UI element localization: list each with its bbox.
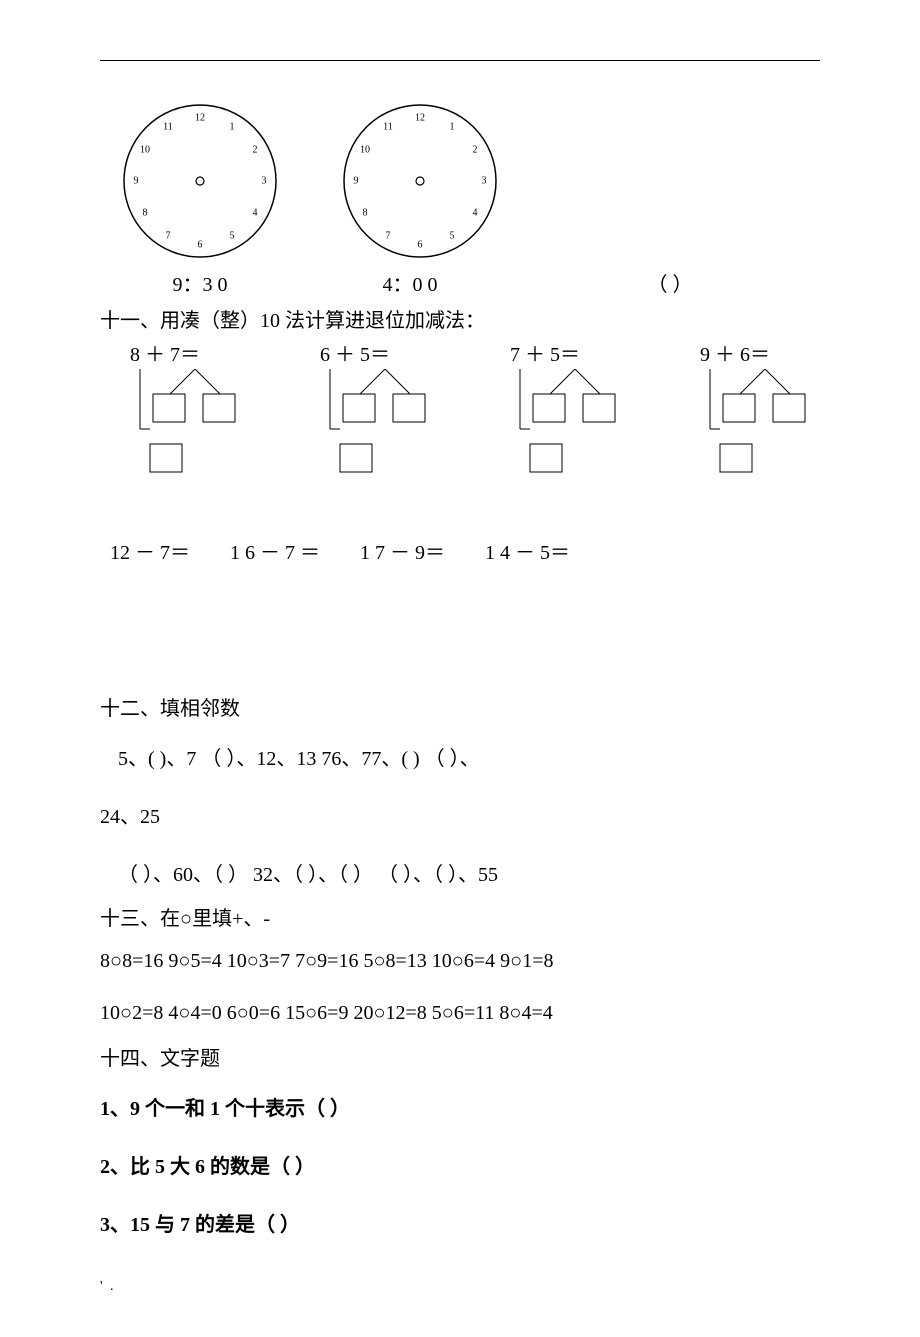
section-11-subtractions: 12 － 7＝ 1 6 － 7 ＝ 1 7 － 9＝ 1 4 － 5＝ [110, 539, 820, 567]
s11-sub-3: 1 7 － 9＝ [360, 539, 445, 567]
section-14-title: 十四、文字题 [100, 1045, 820, 1073]
worksheet-page: 12 1 2 3 4 5 6 7 8 9 10 11 [0, 0, 920, 1337]
s11-expr-4: 9 ＋ 6＝ [700, 341, 840, 369]
svg-text:4: 4 [473, 207, 478, 218]
top-rule [100, 60, 820, 61]
section-12-line1: 5、( )、7 （ ）、12、13 76、77、( ) （ ）、 [118, 737, 820, 781]
clocks-row: 12 1 2 3 4 5 6 7 8 9 10 11 [120, 101, 820, 261]
clock-2: 12 1 2 3 4 5 6 7 8 9 10 11 [340, 101, 500, 261]
svg-text:3: 3 [262, 175, 267, 186]
svg-text:1: 1 [230, 121, 235, 132]
s11-problem-1: 8 ＋ 7＝ [120, 341, 270, 489]
svg-text:2: 2 [473, 144, 478, 155]
svg-text:7: 7 [386, 230, 391, 241]
s11-problem-2: 6 ＋ 5＝ [310, 341, 460, 489]
clock-label-1: 9：3 0 [100, 271, 300, 299]
svg-text:11: 11 [163, 121, 173, 132]
s11-diagram-3 [500, 369, 650, 489]
section-12-line2: 24、25 [100, 795, 820, 839]
svg-text:11: 11 [383, 121, 393, 132]
section-13-row2: 10○2=8 4○4=0 6○0=6 15○6=9 20○12=8 5○6=11… [100, 989, 820, 1037]
svg-text:8: 8 [143, 207, 148, 218]
section-12-title: 十二、填相邻数 [100, 695, 820, 723]
s11-problem-4: 9 ＋ 6＝ [690, 341, 840, 489]
svg-text:9: 9 [354, 175, 359, 186]
svg-text:5: 5 [230, 230, 235, 241]
s11-problem-3: 7 ＋ 5＝ [500, 341, 650, 489]
footer-mark: ' . [100, 1277, 820, 1297]
section-11-title: 十一、用凑（整）10 法计算进退位加减法： [100, 307, 820, 335]
svg-text:12: 12 [415, 112, 425, 123]
section-14-q2: 2、比 5 大 6 的数是（ ） [100, 1145, 820, 1189]
s11-diagram-2 [310, 369, 460, 489]
section-13-title: 十三、在○里填+、- [100, 905, 820, 933]
section-14-q1: 1、9 个一和 1 个十表示（ ） [100, 1087, 820, 1131]
svg-text:5: 5 [450, 230, 455, 241]
svg-text:8: 8 [363, 207, 368, 218]
s11-expr-3: 7 ＋ 5＝ [510, 341, 650, 369]
svg-text:9: 9 [134, 175, 139, 186]
clock-label-2: 4：0 0 [300, 271, 520, 299]
clock-labels: 9：3 0 4：0 0 （ ） [100, 271, 820, 299]
svg-text:2: 2 [253, 144, 258, 155]
s11-diagram-1 [120, 369, 270, 489]
svg-text:12: 12 [195, 112, 205, 123]
svg-text:4: 4 [253, 207, 258, 218]
svg-text:1: 1 [450, 121, 455, 132]
s11-expr-1: 8 ＋ 7＝ [130, 341, 270, 369]
svg-text:10: 10 [140, 144, 150, 155]
s11-sub-1: 12 － 7＝ [110, 539, 190, 567]
svg-text:3: 3 [482, 175, 487, 186]
s11-diagram-4 [690, 369, 840, 489]
s11-expr-2: 6 ＋ 5＝ [320, 341, 460, 369]
svg-text:6: 6 [198, 239, 203, 250]
svg-text:6: 6 [418, 239, 423, 250]
svg-text:10: 10 [360, 144, 370, 155]
section-12-line3: （ ）、60、（ ） 32、（ ）、（ ） （ ）、（ ）、55 [118, 853, 820, 897]
section-13-row1: 8○8=16 9○5=4 10○3=7 7○9=16 5○8=13 10○6=4… [100, 937, 820, 985]
blank-space [100, 567, 820, 687]
svg-text:7: 7 [166, 230, 171, 241]
clock-1: 12 1 2 3 4 5 6 7 8 9 10 11 [120, 101, 280, 261]
s11-sub-4: 1 4 － 5＝ [485, 539, 570, 567]
s11-sub-2: 1 6 － 7 ＝ [230, 539, 320, 567]
section-11-row: 8 ＋ 7＝ 6 ＋ 5＝ [120, 341, 820, 489]
section-14-q3: 3、15 与 7 的差是（ ） [100, 1203, 820, 1247]
clock-face-2: 12 1 2 3 4 5 6 7 8 9 10 11 [340, 101, 500, 261]
clock-face-1: 12 1 2 3 4 5 6 7 8 9 10 11 [120, 101, 280, 261]
clock-label-3: （ ） [520, 271, 820, 299]
